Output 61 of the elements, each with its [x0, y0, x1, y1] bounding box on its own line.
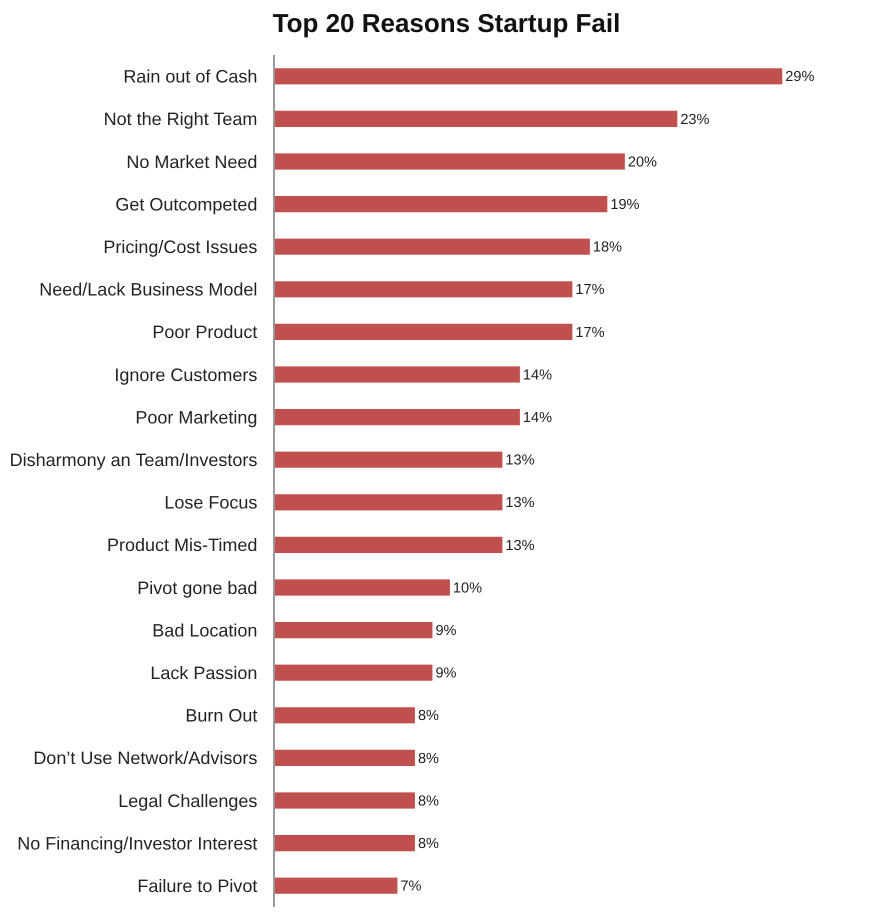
bar	[275, 366, 520, 383]
y-tick-label: Poor Marketing	[135, 407, 258, 428]
y-tick-label: Burn Out	[185, 706, 258, 726]
y-tick-label: Get Outcompeted	[115, 194, 258, 214]
y-tick-label: Lose Focus	[164, 492, 258, 513]
bar	[275, 452, 502, 468]
data-label: 7%	[400, 878, 422, 895]
data-label: 13%	[505, 452, 535, 469]
data-label: 14%	[522, 410, 552, 426]
bar	[275, 110, 678, 127]
bar	[275, 281, 572, 298]
y-tick-label: No Market Need	[126, 152, 258, 172]
data-label: 14%	[522, 367, 552, 384]
data-label: 13%	[505, 538, 535, 554]
bar	[275, 409, 520, 426]
bar	[275, 707, 415, 724]
data-label: 13%	[505, 495, 535, 512]
y-tick-label: Not the Right Team	[104, 109, 258, 130]
bar	[275, 494, 502, 510]
bar	[275, 238, 590, 255]
data-label: 8%	[418, 708, 440, 724]
y-tick-label: Product Mis-Timed	[107, 535, 258, 556]
data-label: 18%	[592, 240, 622, 256]
bar	[275, 536, 502, 553]
bar	[275, 835, 415, 852]
y-tick-label: Don’t Use Network/Advisors	[33, 748, 258, 768]
data-label: 17%	[575, 324, 605, 341]
y-tick-label: Ignore Customers	[114, 364, 258, 385]
y-tick-label: Lack Passion	[150, 663, 258, 683]
y-tick-label: Poor Product	[152, 322, 258, 342]
data-label: 20%	[628, 154, 658, 170]
y-tick-label: Disharmony an Team/Investors	[10, 450, 258, 470]
y-tick-label: Failure to Pivot	[137, 876, 258, 896]
y-tick-label: Rain out of Cash	[123, 66, 258, 87]
data-label: 8%	[418, 750, 440, 767]
chart-title: Top 20 Reasons Startup Fail	[272, 8, 620, 38]
y-tick-label: Pivot gone bad	[137, 578, 258, 598]
data-label: 9%	[435, 666, 457, 682]
y-tick-label: Pricing/Cost Issues	[103, 237, 258, 257]
data-label: 8%	[418, 793, 440, 810]
data-label: 9%	[435, 622, 457, 639]
y-tick-label: Need/Lack Business Model	[39, 280, 258, 300]
bar	[275, 664, 432, 681]
bar	[275, 153, 625, 170]
data-label: 8%	[418, 836, 440, 852]
data-label: 29%	[785, 69, 814, 86]
bar	[275, 878, 398, 894]
bar	[275, 579, 450, 596]
data-label: 19%	[610, 196, 640, 213]
bar	[275, 622, 432, 638]
y-tick-label: No Financing/Investor Interest	[17, 833, 258, 854]
bar	[275, 792, 415, 809]
data-label: 10%	[452, 580, 482, 596]
bar	[275, 196, 608, 212]
bar	[275, 68, 782, 84]
data-label: 23%	[680, 112, 710, 128]
y-tick-label: Legal Challenges	[118, 790, 258, 811]
bar	[275, 750, 415, 766]
bar	[275, 324, 572, 340]
data-label: 17%	[575, 282, 605, 298]
y-tick-label: Bad Location	[152, 620, 258, 640]
